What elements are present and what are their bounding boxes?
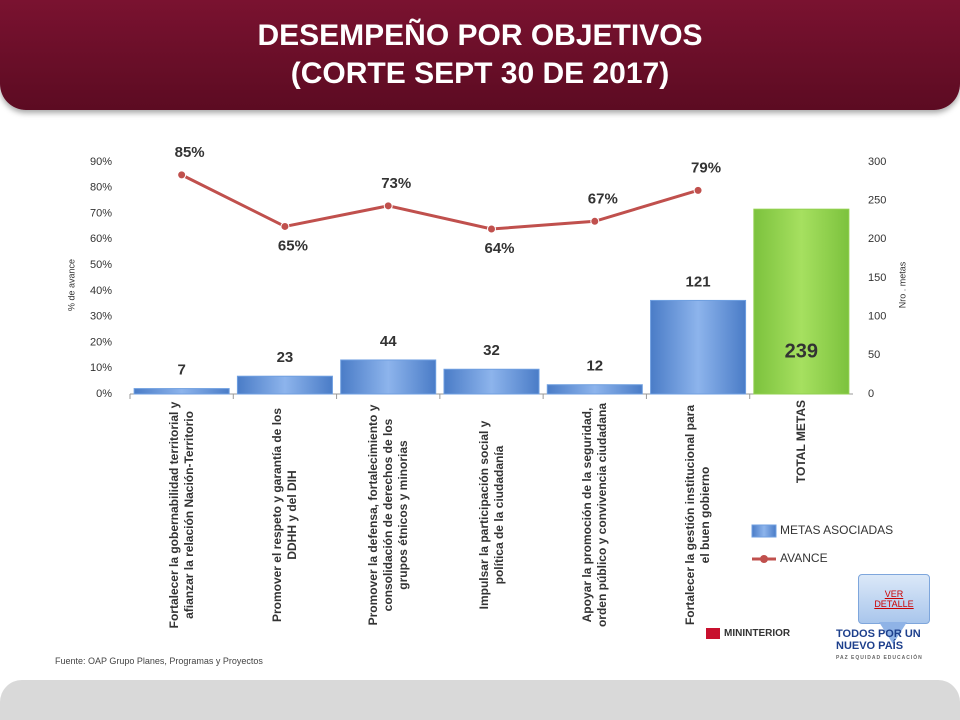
y2-tick-label: 150 <box>868 272 886 284</box>
line-value-label: 79% <box>691 159 721 176</box>
line <box>180 173 699 231</box>
line-point <box>590 216 600 226</box>
x-tick-text: Promover el respeto y garantía de los DD… <box>269 407 299 623</box>
logo-text: PAZ EQUIDAD EDUCACIÓN <box>836 655 923 661</box>
y2-tick-label: 200 <box>868 233 886 245</box>
y-tick-label: 70% <box>90 207 112 219</box>
y2-tick-label: 100 <box>868 311 886 323</box>
bar <box>650 299 747 395</box>
legend-swatch <box>760 555 768 563</box>
button-text[interactable]: VER <box>884 589 904 599</box>
line-value-label: 67% <box>588 190 618 207</box>
logo: TODOS POR UN NUEVO PAÍS PAZ EQUIDAD EDUCAC… <box>836 628 923 664</box>
bar <box>753 208 850 395</box>
arrow <box>879 622 907 644</box>
logo: MININTERIOR <box>706 628 790 639</box>
x-tick-text: TOTAL METAS <box>793 400 808 484</box>
line-point <box>487 224 496 234</box>
bar <box>443 368 540 395</box>
legend-swatch <box>751 524 777 538</box>
footer-band <box>0 680 960 720</box>
bar <box>340 359 437 395</box>
y-axis-label: % de avance <box>66 259 76 311</box>
x-tick-label: Fortalecer la gobernabilidad territorial… <box>132 400 232 630</box>
source: Fuente: OAP Grupo Planes, Programas y Pr… <box>55 656 263 666</box>
y-tick-label: 40% <box>90 285 112 297</box>
y2-tick-label: 300 <box>868 156 886 168</box>
y-tick-label: 0% <box>96 388 112 400</box>
line-value-label: 73% <box>381 175 411 192</box>
x-tick-label: Promover el respeto y garantía de los DD… <box>235 400 335 630</box>
logo-text: NUEVO PAÍS <box>836 640 904 652</box>
x-tick-label: Apoyar la promoción de la seguridad, ord… <box>545 400 645 630</box>
x-tick-label: Impulsar la participación social y polít… <box>442 400 542 630</box>
detail-button[interactable]: VER DETALLE <box>858 574 930 624</box>
line-point <box>177 170 187 180</box>
y-tick-label: 20% <box>90 336 112 348</box>
bar-value-label: 121 <box>686 273 711 290</box>
y-tick-label: 90% <box>90 156 112 168</box>
line-value-label: 65% <box>278 237 308 254</box>
y-tick-label: 50% <box>90 259 112 271</box>
y2-tick-label: 0 <box>868 388 874 400</box>
line-value-label: 85% <box>175 144 205 161</box>
title-line: (CORTE SEPT 30 DE 2017) <box>290 57 670 90</box>
line-value-label: 64% <box>484 240 514 257</box>
x-tick-text: Apoyar la promoción de la seguridad, ord… <box>579 402 609 628</box>
bar-value-label: 12 <box>586 358 603 375</box>
bar <box>236 375 333 395</box>
logo-text: TODOS POR UN <box>836 628 921 640</box>
bar-value-label: 239 <box>785 340 818 362</box>
header: DESEMPEÑO POR OBJETIVOS (CORTE SEPT 30 D… <box>0 0 960 110</box>
x-tick-text: Impulsar la participación social y polít… <box>476 420 506 610</box>
x-tick-text: Fortalecer la gobernabilidad territorial… <box>166 401 196 629</box>
bar-value-label: 32 <box>483 342 500 359</box>
bar-value-label: 23 <box>277 349 294 366</box>
x-tick-label: TOTAL METAS <box>751 400 851 630</box>
line-point <box>280 221 290 231</box>
y-tick-label: 10% <box>90 362 112 374</box>
y-tick-label: 30% <box>90 311 112 323</box>
bar <box>546 384 643 395</box>
line-point <box>693 185 703 195</box>
title-line: DESEMPEÑO POR OBJETIVOS <box>257 19 703 52</box>
y-tick-label: 80% <box>90 182 112 194</box>
x-tick-text: Promover la defensa, fortalecimiento y c… <box>365 404 410 626</box>
x-tick-label: Promover la defensa, fortalecimiento y c… <box>338 400 438 630</box>
legend-label: METAS ASOCIADAS <box>780 523 893 537</box>
x-tick-text: Fortalecer la gestión institucional para… <box>683 404 713 626</box>
y2-tick-label: 50 <box>868 349 880 361</box>
y2-axis-label: Nro . metas <box>897 261 907 308</box>
x-tick-label: Fortalecer la gestión institucional para… <box>648 400 748 630</box>
y-tick-label: 60% <box>90 233 112 245</box>
legend-label: AVANCE <box>780 551 828 565</box>
bar-value-label: 7 <box>177 362 185 379</box>
y2-tick-label: 250 <box>868 195 886 207</box>
bar <box>133 388 230 395</box>
line-point <box>383 201 393 211</box>
bar-value-label: 44 <box>380 333 397 350</box>
button-text[interactable]: DETALLE <box>874 599 914 609</box>
